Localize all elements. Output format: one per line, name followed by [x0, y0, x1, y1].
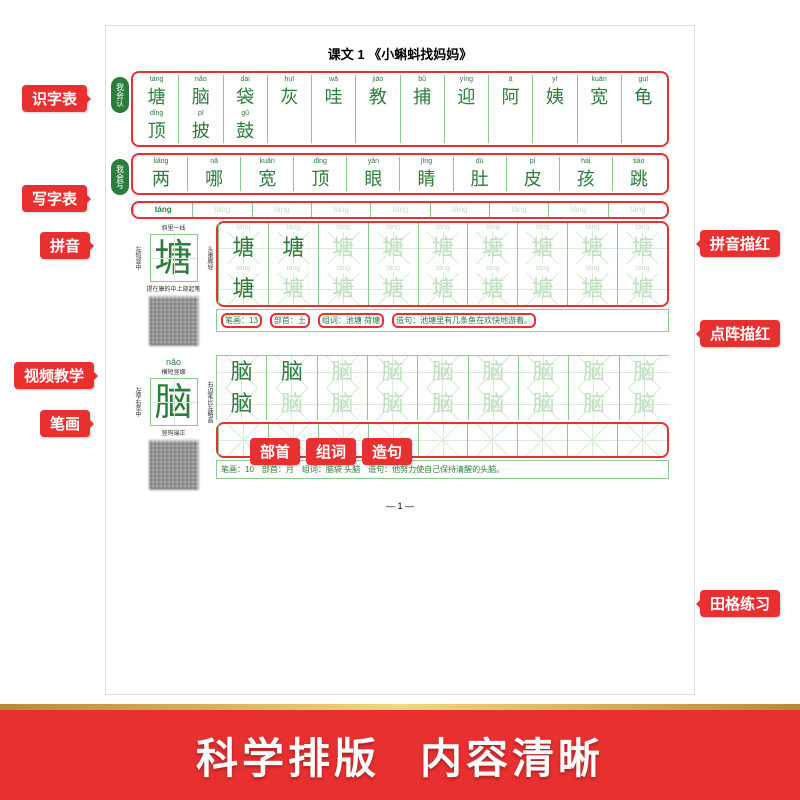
- write-pinyin-row: liǎngnǎkuāndǐngyǎnjīngdùpíháitiào: [135, 157, 665, 167]
- char1-radical: 部首：土: [274, 316, 306, 325]
- char2-info: nǎo 横短竖细 左窄右宽中 脑 右边笔比左略高 竖钩端正: [131, 355, 216, 495]
- qr-code-1[interactable]: [149, 296, 199, 346]
- char2-note-right: 右边笔比左略高: [205, 381, 214, 423]
- label-dianzhen: 点阵描红: [700, 320, 780, 347]
- char1-note-bottom: 提在康的中上部起笔: [133, 284, 214, 293]
- char1-grid: tángtángtángtángtángtángtángtángtáng 塘塘塘…: [216, 221, 669, 351]
- char2-grid: 脑脑脑脑脑脑脑脑脑 脑脑脑脑脑脑脑脑脑 脑脑脑脑脑脑脑脑脑 笔画：10 部首：月…: [216, 355, 669, 495]
- char1-big: 塘: [150, 234, 198, 282]
- char2-big: 脑: [150, 378, 198, 426]
- char2-pinyin: nǎo: [133, 357, 214, 367]
- banner-text-right: 内容清晰: [420, 725, 604, 786]
- write-section: 我会写 liǎngnǎkuāndǐngyǎnjīngdùpíháitiào 两哪…: [131, 153, 669, 195]
- recognize-badge: 我会认: [111, 77, 129, 113]
- char2-radical: 部首：月: [262, 464, 294, 475]
- char2-note-bottom: 竖钩端正: [133, 428, 214, 437]
- char1-info-line: 笔画：13 部首：土 组词：池塘 荷塘 造句：池塘里有几条鱼在欢快地游着。: [216, 309, 669, 332]
- practice-block-1: 斜里一线 左短竖中 塘 头重脚轻 提在康的中上部起笔 tángtángtángt…: [131, 221, 669, 351]
- char2-note-top: 横短竖细: [133, 367, 214, 376]
- char1-side-note: 左短竖中: [133, 246, 142, 270]
- char2-sentence: 造句：他努力使自己保持清醒的头脑。: [368, 464, 504, 475]
- char1-words: 组词：池塘 荷塘: [322, 316, 380, 325]
- label-zaoju: 造句: [362, 438, 412, 465]
- char2-side-note: 左窄右宽中: [133, 387, 142, 417]
- label-shizi: 识字表: [22, 85, 87, 112]
- page-number: — 1 —: [131, 501, 669, 511]
- qr-code-2[interactable]: [149, 440, 199, 490]
- write-badge: 我会写: [111, 159, 129, 195]
- recognize-pinyin-row1: tángnǎodàihuīwājiāobǔyíngāyíkuānguī: [135, 75, 665, 85]
- char2-words: 组词：脑袋 头脑: [302, 464, 360, 475]
- label-shipin: 视频教学: [14, 362, 94, 389]
- label-bushou: 部首: [250, 438, 300, 465]
- char1-info: 斜里一线 左短竖中 塘 头重脚轻 提在康的中上部起笔: [131, 221, 216, 351]
- write-char-row: 两哪宽顶眼睛肚皮孩跳: [135, 167, 665, 191]
- label-pinyin: 拼音: [40, 232, 90, 259]
- practice-block-2: nǎo 横短竖细 左窄右宽中 脑 右边笔比左略高 竖钩端正 脑脑脑脑脑脑脑脑脑 …: [131, 355, 669, 495]
- recognize-pinyin-row2: dǐngpīgǔ: [135, 109, 665, 119]
- char2-strokes: 笔画：10: [221, 464, 254, 475]
- recognize-section: 我会认 tángnǎodàihuīwājiāobǔyíngāyíkuānguī …: [131, 71, 669, 147]
- char1-note-top: 斜里一线: [133, 223, 214, 232]
- recognize-char-row2: 顶披鼓: [135, 119, 665, 143]
- label-pinyin-miaohong: 拼音描红: [700, 230, 780, 257]
- char1-strokes: 笔画：13: [225, 316, 258, 325]
- pinyin-trace-bar: tángtángtángtángtángtángtángtángtáng: [131, 201, 669, 219]
- label-zuci: 组词: [306, 438, 356, 465]
- lesson-title: 课文 1 《小蝌蚪找妈妈》: [131, 44, 669, 63]
- worksheet-paper: 课文 1 《小蝌蚪找妈妈》 我会认 tángnǎodàihuīwājiāobǔy…: [105, 25, 695, 695]
- label-xiezi: 写字表: [22, 185, 87, 212]
- label-bihua: 笔画: [40, 410, 90, 437]
- recognize-char-row1: 塘脑袋灰哇教捕迎阿姨宽龟: [135, 85, 665, 109]
- bottom-banner: 科学排版 内容清晰: [0, 710, 800, 800]
- label-tiange: 田格练习: [700, 590, 780, 617]
- char1-sentence: 造句：池塘里有几条鱼在欢快地游着。: [396, 316, 532, 325]
- char1-note-right: 头重脚轻: [205, 246, 214, 270]
- sub-labels-row: 部首 组词 造句: [250, 438, 412, 465]
- banner-text-left: 科学排版: [196, 725, 380, 786]
